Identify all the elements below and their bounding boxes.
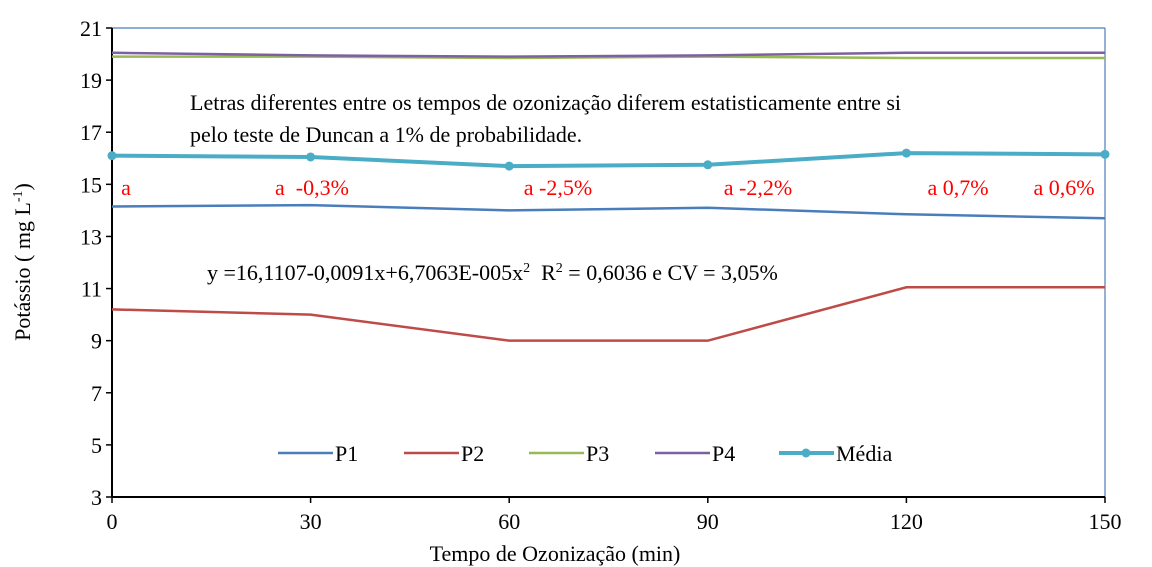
series-line: [112, 55, 1105, 60]
point-marker: [107, 151, 117, 161]
legend-label: P1: [335, 441, 358, 466]
y-label-part: ): [10, 183, 35, 190]
annotation: a -0,3%: [275, 175, 349, 200]
y-tick-label: 3: [91, 485, 102, 510]
annotation: a: [121, 175, 131, 200]
legend-label: P3: [586, 441, 609, 466]
x-tick-label: 0: [107, 509, 118, 534]
point-marker: [1100, 149, 1110, 159]
annotation: a -2,2%: [724, 175, 792, 200]
series-line: [111, 203, 1106, 220]
y-tick-label: 11: [81, 277, 102, 302]
y-tick-label: 21: [80, 16, 102, 41]
equation-sup: 2: [523, 261, 530, 276]
note-text: pelo teste de Duncan a 1% de probabilida…: [190, 122, 582, 147]
x-tick-label: 120: [890, 509, 923, 534]
series-line: [111, 51, 1105, 58]
annotation: a 0,7%: [927, 175, 988, 200]
y-label-sup: -1: [11, 190, 26, 202]
x-axis-label: Tempo de Ozonização (min): [430, 541, 681, 566]
equation-part: = 0,6036 e CV = 3,05%: [563, 260, 778, 285]
y-tick-label: 7: [91, 381, 102, 406]
y-tick-label: 19: [80, 68, 102, 93]
note-text: Letras diferentes entre os tempos de ozo…: [190, 90, 901, 115]
annotation: a -2,5%: [524, 175, 592, 200]
equation-sup: 2: [556, 261, 563, 276]
y-tick-label: 17: [80, 120, 102, 145]
y-tick-label: 13: [80, 224, 102, 249]
x-tick-label: 90: [697, 509, 719, 534]
y-tick-label: 15: [80, 172, 102, 197]
series-line: [111, 151, 1106, 169]
legend-label: P2: [461, 441, 484, 466]
point-marker: [901, 148, 911, 158]
legend-marker: [801, 448, 811, 458]
point-marker: [306, 152, 316, 162]
annotation: a 0,6%: [1033, 175, 1094, 200]
y-label-part: Potássio ( mg L: [10, 202, 35, 341]
point-marker: [504, 161, 514, 171]
y-tick-label: 5: [91, 433, 102, 458]
y-axis-label: Potássio ( mg L-1): [10, 183, 35, 341]
equation: y =16,1107-0,0091x+6,7063E-005x2 R2 = 0,…: [207, 260, 778, 285]
equation-part: y =16,1107-0,0091x+6,7063E-005x: [207, 260, 523, 285]
x-tick-label: 150: [1089, 509, 1122, 534]
legend-label: P4: [712, 441, 735, 466]
equation-part: R: [530, 260, 556, 285]
x-tick-label: 60: [498, 509, 520, 534]
x-tick-label: 30: [300, 509, 322, 534]
legend-label: Média: [836, 441, 892, 466]
y-tick-label: 9: [91, 329, 102, 354]
series-line: [111, 286, 1105, 342]
point-marker: [703, 160, 713, 170]
